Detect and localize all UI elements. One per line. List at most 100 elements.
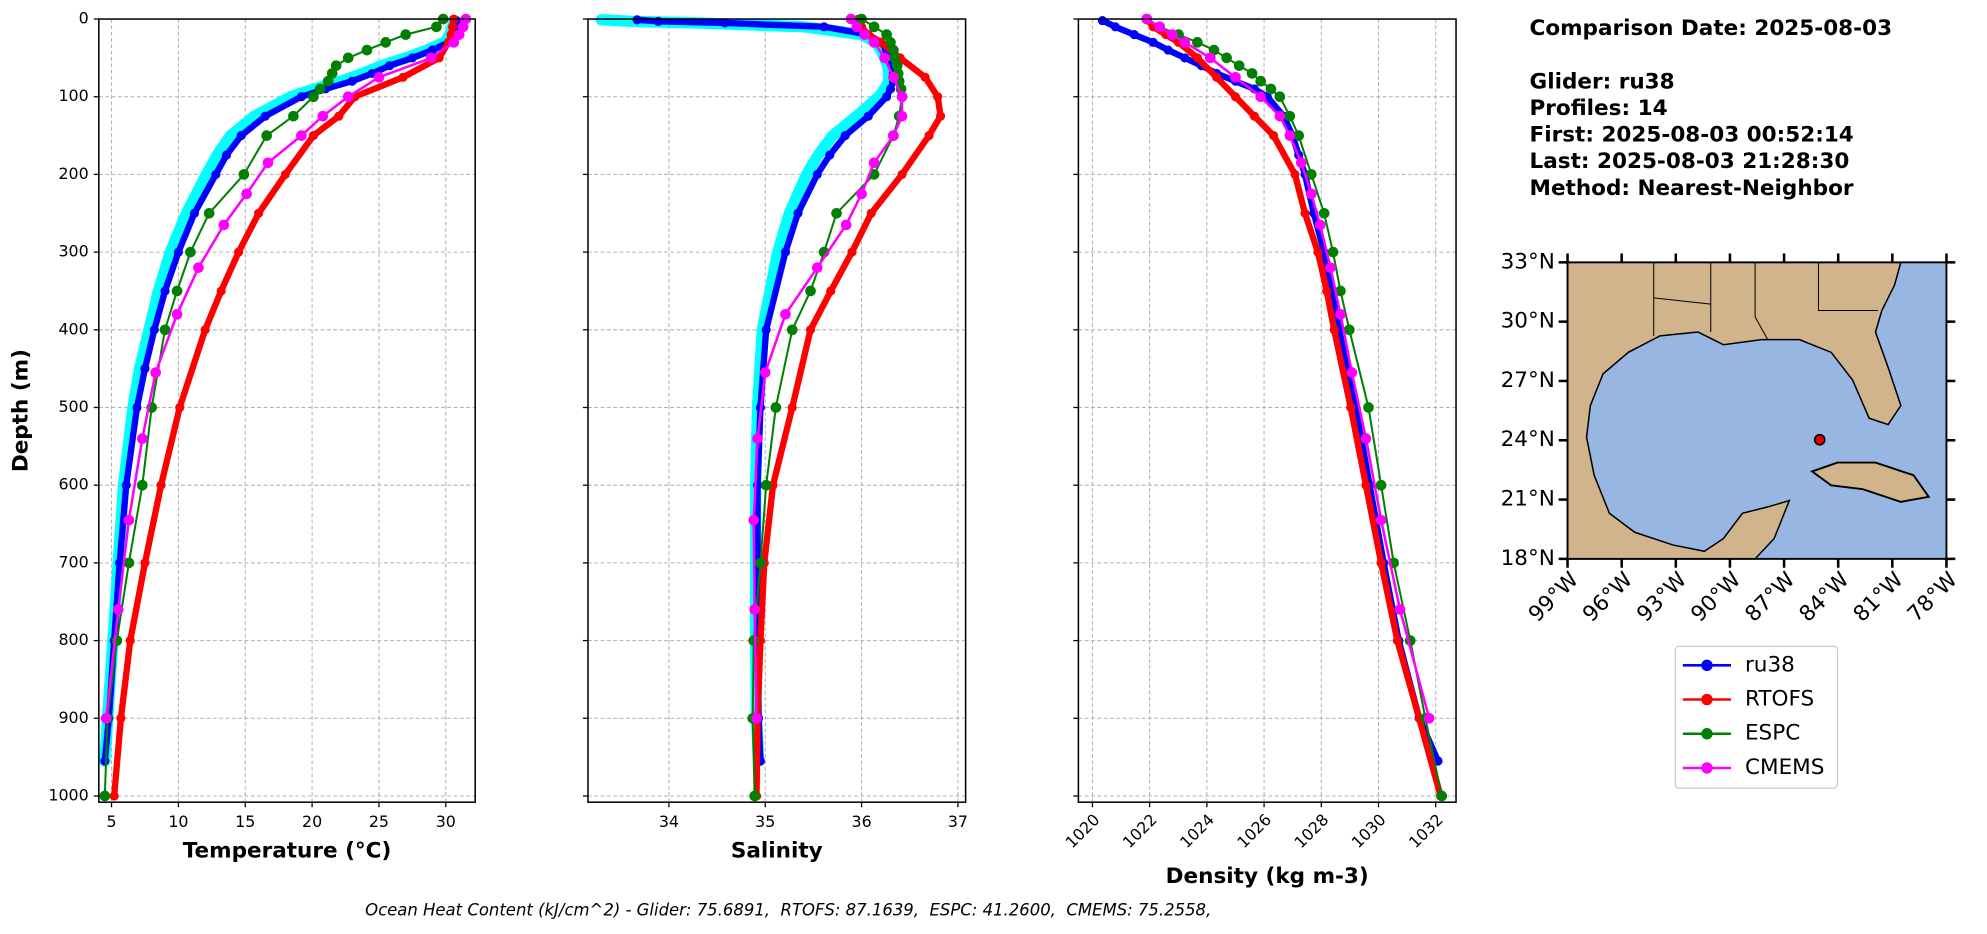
series <box>99 13 449 802</box>
profile-point <box>896 110 908 122</box>
info-line: Comparison Date: 2025-08-03 <box>1530 16 1893 41</box>
info-line: Glider: ru38 <box>1530 69 1675 94</box>
profile-point <box>150 367 161 378</box>
profile-point <box>116 713 126 723</box>
legend-marker <box>1701 762 1713 774</box>
profile-point <box>175 402 185 413</box>
profile-point <box>380 37 391 48</box>
profile-point <box>1154 21 1165 33</box>
profile-point <box>112 604 124 615</box>
profile-point <box>786 324 798 336</box>
profile-point <box>751 712 762 724</box>
legend-label: ESPC <box>1745 721 1800 746</box>
profile-point <box>819 22 829 32</box>
profile-point <box>1192 37 1203 48</box>
y-tick-label: 200 <box>58 164 88 183</box>
info-line: Profiles: 14 <box>1530 96 1668 121</box>
map-lon-label: 99°W <box>1524 567 1584 627</box>
profile-point <box>221 150 232 160</box>
profile-point <box>407 53 417 63</box>
profile-point <box>100 712 112 724</box>
map-lat-label: 27°N <box>1501 368 1555 393</box>
series <box>747 13 908 802</box>
profile-point <box>720 18 730 28</box>
profile-point <box>322 75 334 87</box>
profile-point <box>856 188 867 200</box>
profile-point <box>99 790 111 802</box>
profile-point <box>847 247 857 257</box>
y-tick-label: 1000 <box>48 785 88 804</box>
profile-line <box>101 17 460 765</box>
profile-point <box>427 45 437 55</box>
legend-marker <box>1701 728 1713 740</box>
profile-point <box>780 308 791 320</box>
map-lon-label: 84°W <box>1795 567 1855 627</box>
map <box>1566 261 1948 560</box>
profile-point <box>200 325 210 335</box>
profile-point <box>193 262 204 273</box>
x-tick-label: 34 <box>659 812 679 831</box>
profile-point <box>280 169 290 179</box>
profile-point <box>866 208 876 218</box>
profile-point <box>755 557 766 569</box>
profile-point <box>1392 636 1402 646</box>
profile-point <box>1179 37 1191 48</box>
profile-point <box>1230 71 1241 83</box>
profile-point <box>1335 285 1346 297</box>
profile-point <box>211 169 221 179</box>
profile-point <box>831 207 842 219</box>
profile-point <box>760 479 772 491</box>
profile-point <box>1305 188 1317 200</box>
profile-point <box>171 308 183 320</box>
profile-point <box>896 91 908 103</box>
profile-line <box>752 17 904 720</box>
series <box>99 14 460 767</box>
profile-point <box>780 247 791 257</box>
profile-point <box>1255 75 1266 87</box>
profile-point <box>203 207 215 219</box>
profile-point <box>1284 110 1296 122</box>
profile-point <box>748 635 760 646</box>
profile-point <box>185 246 196 258</box>
x-tick-label: 1024 <box>1176 810 1218 852</box>
profile-point <box>1313 247 1323 257</box>
profile-point <box>241 188 252 200</box>
profile-point <box>1361 480 1371 490</box>
y-tick-label: 700 <box>58 552 88 571</box>
profile-point <box>1363 402 1374 413</box>
profile-point <box>1300 208 1310 218</box>
profile-point <box>1212 72 1222 82</box>
profile-point <box>749 604 760 615</box>
y-tick-label: 600 <box>58 475 88 494</box>
profile-point <box>840 131 850 141</box>
profile-point <box>262 157 274 169</box>
profile-point <box>863 111 873 121</box>
profile-point <box>1097 16 1107 26</box>
profile-point <box>236 131 246 141</box>
profile-line <box>104 17 468 720</box>
profile-point <box>123 557 135 569</box>
profile-point <box>1129 30 1139 40</box>
profile-point <box>1335 308 1346 320</box>
profile-point <box>868 37 880 48</box>
profile-point <box>1375 514 1387 526</box>
info-line: First: 2025-08-03 00:52:14 <box>1530 123 1854 148</box>
profile-point <box>1293 130 1305 141</box>
profile-point <box>448 37 460 48</box>
profile-point <box>888 44 899 56</box>
profile-point <box>156 480 166 490</box>
profile-point <box>761 325 771 335</box>
map-lon-label: 78°W <box>1903 567 1963 627</box>
profile-point <box>233 247 244 257</box>
y-tick-label: 400 <box>58 319 88 338</box>
profile-point <box>149 325 159 335</box>
profile-point <box>1255 91 1266 103</box>
profile-point <box>400 29 412 40</box>
profile-point <box>425 52 437 64</box>
profile-point <box>347 76 357 86</box>
profile-point <box>260 111 270 121</box>
profile-point <box>434 53 444 63</box>
map-lat-label: 30°N <box>1501 309 1555 334</box>
y-tick-label: 0 <box>79 9 89 28</box>
